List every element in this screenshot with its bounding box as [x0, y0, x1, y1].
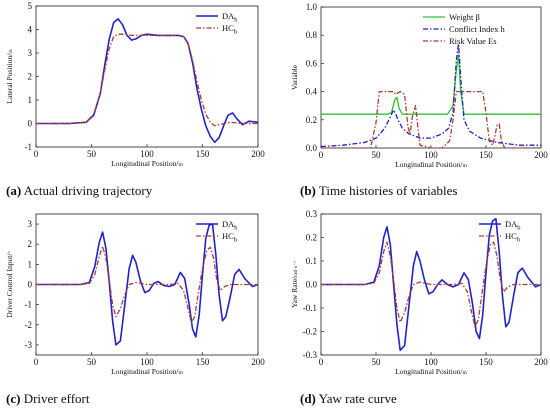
legend-label: HCb	[222, 23, 237, 36]
caption-c-text: Driver effort	[23, 391, 90, 406]
x-tick-label: 0	[319, 150, 324, 160]
y-tick-label: 2	[28, 239, 33, 249]
series-group	[321, 43, 541, 148]
y-axis-label: Variable	[290, 64, 299, 90]
caption-b-text: Time histories of variables	[318, 183, 458, 198]
y-tick-label: 0.6	[306, 58, 318, 68]
x-tick-label: 150	[479, 357, 493, 367]
y-tick-label: 0.8	[306, 30, 318, 40]
x-tick-label: 100	[140, 149, 154, 159]
legend-label: Conflict Index h	[449, 24, 505, 34]
y-tick-label: -0.2	[303, 327, 317, 337]
y-tick-label: 1	[28, 259, 33, 269]
y-tick-label: 3	[28, 48, 33, 58]
series-line-0	[321, 54, 541, 115]
series-line-1	[321, 43, 541, 148]
legend-label: Weight β	[449, 12, 480, 22]
y-tick-label: 0.2	[306, 115, 317, 125]
x-axis-label: Longitudinal Position/m	[111, 159, 183, 168]
x-tick-label: 200	[534, 357, 548, 367]
x-tick-label: 0	[319, 357, 324, 367]
caption-b: (b) Time histories of variables	[300, 183, 457, 199]
x-axis-label: Longitudinal Position/m	[111, 367, 183, 376]
y-tick-label: -2	[25, 320, 33, 330]
caption-a-tag: (a)	[6, 183, 22, 198]
legend-label: DAb	[222, 11, 238, 24]
plot-frame	[320, 6, 542, 149]
caption-d-text: Yaw rate curve	[318, 391, 397, 406]
y-tick-label: 5	[28, 1, 33, 11]
y-tick-label: 4	[28, 25, 33, 35]
y-tick-label: 3	[28, 219, 33, 229]
series-line-1	[36, 245, 258, 324]
y-tick-label: -0.3	[303, 350, 318, 360]
legend: Weight β Conflict Index h Risk Value Es	[423, 12, 505, 46]
x-axis-label: Longitudinal Position/m	[395, 160, 467, 169]
series-group	[36, 18, 258, 144]
series-line-2	[321, 90, 541, 148]
legend-label: DAb	[505, 219, 521, 232]
caption-a: (a) Actual driving trajectory	[6, 183, 152, 199]
y-tick-label: -0.1	[303, 303, 317, 313]
caption-a-text: Actual driving trajectory	[23, 183, 153, 198]
y-tick-label: -1	[25, 142, 33, 152]
chart-c: 0 50 100 150 200 -3 -2 -1 0 1 2 3 Longitudinal Posit…	[5, 213, 265, 376]
y-tick-label: 0.3	[306, 209, 318, 219]
x-tick-label: 100	[424, 150, 438, 160]
series-line-1	[36, 33, 258, 127]
series-group	[36, 223, 258, 346]
y-tick-label: 0.0	[306, 143, 318, 153]
x-tick-label: 50	[372, 150, 382, 160]
y-tick-label: 2	[28, 72, 33, 82]
y-axis-label: Yaw Rate/rad·s⁻¹	[290, 261, 299, 308]
x-tick-label: 150	[196, 357, 210, 367]
x-tick-label: 50	[372, 357, 382, 367]
chart-d: 0 50 100 150 200 -0.3 -0.2 -0.1 0.0 0.1 0.2 0.3 Long…	[290, 209, 548, 376]
y-tick-label: 0.1	[306, 256, 317, 266]
x-tick-label: 0	[34, 149, 39, 159]
y-tick-label: -1	[25, 300, 33, 310]
y-tick-label: -3	[25, 340, 33, 350]
legend-label: DAb	[222, 219, 238, 232]
x-tick-label: 50	[87, 357, 97, 367]
x-tick-label: 50	[87, 149, 97, 159]
caption-c: (c) Driver effort	[6, 391, 90, 407]
x-tick-label: 150	[479, 150, 493, 160]
x-tick-label: 0	[34, 357, 39, 367]
x-tick-label: 100	[424, 357, 438, 367]
x-tick-label: 200	[251, 357, 265, 367]
series-group	[321, 217, 541, 352]
x-tick-label: 150	[196, 149, 210, 159]
y-axis-label: Lateral Position/m	[5, 49, 14, 104]
caption-d-tag: (d)	[300, 391, 316, 406]
chart-b: 0 50 100 150 200 0.0 0.2 0.4 0.6 0.8 1.0 Longitudin…	[290, 2, 548, 169]
series-line-1	[321, 241, 541, 328]
y-axis-label: Driver Control Input/°	[5, 251, 14, 317]
x-tick-label: 200	[534, 150, 548, 160]
y-tick-label: 1.0	[306, 2, 318, 12]
x-tick-label: 100	[140, 357, 154, 367]
caption-b-tag: (b)	[300, 183, 316, 198]
y-tick-label: 0.0	[306, 280, 318, 290]
x-tick-label: 200	[251, 149, 265, 159]
legend-label: HCb	[505, 231, 520, 244]
caption-d: (d) Yaw rate curve	[300, 391, 397, 407]
legend-label: HCb	[222, 231, 237, 244]
y-tick-label: 1	[28, 95, 33, 105]
legend-label: Risk Value Es	[449, 36, 497, 46]
y-tick-label: 0.4	[306, 87, 318, 97]
y-tick-label: 0.2	[306, 233, 317, 243]
x-axis-label: Longitudinal Position/m	[395, 367, 467, 376]
caption-c-tag: (c)	[6, 391, 21, 406]
y-tick-label: 0	[28, 280, 33, 290]
y-tick-label: 0	[28, 119, 33, 129]
